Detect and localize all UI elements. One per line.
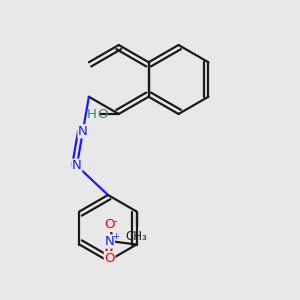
- Text: CH₃: CH₃: [126, 230, 148, 242]
- Text: H: H: [86, 107, 96, 121]
- Text: O: O: [104, 251, 115, 265]
- Text: N: N: [72, 159, 82, 172]
- Text: -: -: [113, 216, 117, 226]
- Text: N: N: [78, 125, 88, 138]
- Text: O: O: [97, 107, 107, 121]
- Text: O: O: [104, 218, 115, 232]
- Text: N: N: [105, 235, 115, 248]
- Text: +: +: [112, 232, 119, 241]
